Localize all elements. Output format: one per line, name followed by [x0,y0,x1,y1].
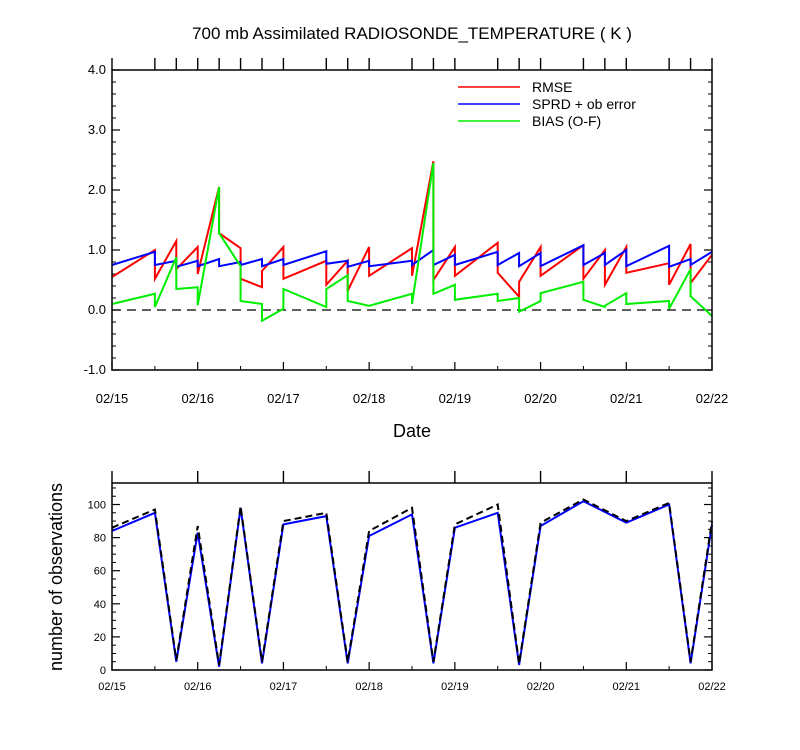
y-axis-title: number of observations [46,483,66,671]
bottom-ticks: 0 20 40 60 80 100 02/15 02/16 02/17 02/18 02/19 02/… [88,471,726,693]
x-tick-label: 02/18 [353,391,386,406]
bottom-plot-frame [111,482,713,671]
top-panel: 700 mb Assimilated RADIOSONDE_TEMPERATUR… [84,24,729,441]
legend-label-rmse: RMSE [532,79,572,95]
x-tick-label: 02/18 [355,681,383,693]
top-ticks: -1.0 0.0 1.0 2.0 3.0 4.0 02/15 02/16 02/17 02/18 0… [84,58,729,406]
y-tick-label: 0.0 [88,302,106,317]
bottom-series [111,498,713,667]
x-tick-label: 02/17 [267,391,300,406]
x-tick-label: 02/20 [524,391,557,406]
x-tick-label: 02/16 [184,681,212,693]
x-tick-label: 02/22 [696,391,729,406]
x-tick-label: 02/19 [441,681,469,693]
x-tick-label: 02/17 [270,681,298,693]
y-tick-label: 3.0 [88,122,106,137]
y-tick-label: 2.0 [88,182,106,197]
x-tick-label: 02/19 [439,391,472,406]
chart-title: 700 mb Assimilated RADIOSONDE_TEMPERATUR… [192,24,632,43]
x-tick-label: 02/20 [527,681,555,693]
series-line-used [111,500,713,667]
legend: RMSE SPRD + ob error BIAS (O-F) [458,79,636,129]
x-tick-label: 02/21 [610,391,643,406]
y-tick-label: 80 [94,533,106,545]
y-tick-label: 100 [88,500,106,512]
y-tick-label: 4.0 [88,62,106,77]
series-line-sprd-ob-error [111,243,713,269]
y-tick-label: 40 [94,599,106,611]
legend-label-bias: BIAS (O-F) [532,113,601,129]
x-tick-label: 02/15 [96,391,129,406]
y-tick-label: 0 [100,665,106,677]
series-line-possible [111,498,713,666]
y-tick-label: -1.0 [84,362,106,377]
x-axis-title: Date [393,421,431,441]
series-line-bias-o-f [111,162,713,323]
bottom-panel: 0 20 40 60 80 100 02/15 02/16 02/17 02/18 02/19 02/… [46,471,726,693]
x-tick-label: 02/16 [181,391,214,406]
top-plot-frame [111,69,713,371]
y-tick-label: 20 [94,632,106,644]
top-series [111,161,713,323]
y-tick-label: 1.0 [88,242,106,257]
legend-label-sprd: SPRD + ob error [532,96,636,112]
x-tick-label: 02/22 [698,681,726,693]
y-tick-label: 60 [94,566,106,578]
x-tick-label: 02/21 [613,681,641,693]
x-tick-label: 02/15 [98,681,126,693]
